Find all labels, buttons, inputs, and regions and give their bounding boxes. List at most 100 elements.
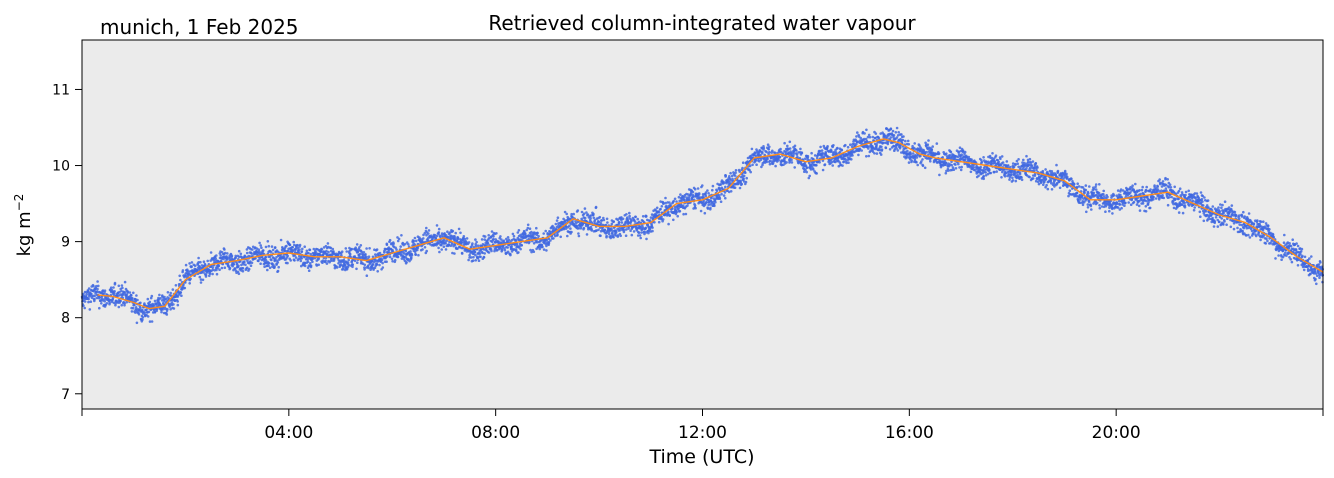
scatter-point	[514, 249, 518, 253]
scatter-point	[260, 246, 263, 249]
scatter-point	[96, 280, 99, 283]
scatter-point	[1118, 203, 1121, 206]
scatter-point	[355, 243, 359, 246]
scatter-point	[264, 255, 267, 259]
scatter-point	[779, 147, 782, 151]
scatter-point	[602, 216, 605, 220]
scatter-point	[1217, 206, 1220, 209]
scatter-point	[562, 217, 565, 221]
scatter-point	[1223, 200, 1227, 203]
scatter-point	[636, 217, 639, 221]
scatter-point	[317, 263, 321, 267]
scatter-point	[645, 237, 648, 241]
scatter-point	[1184, 190, 1188, 194]
scatter-point	[633, 220, 637, 223]
scatter-point	[113, 290, 116, 293]
scatter-point	[714, 200, 717, 204]
scatter-point	[303, 264, 307, 268]
scatter-point	[155, 309, 158, 313]
scatter-point	[204, 264, 207, 267]
scatter-point	[317, 257, 321, 260]
scatter-point	[783, 141, 786, 145]
scatter-point	[346, 261, 350, 264]
scatter-point	[1045, 183, 1048, 187]
scatter-point	[456, 247, 459, 250]
scatter-point	[707, 192, 710, 195]
scatter-point	[234, 256, 237, 259]
scatter-point	[1094, 188, 1098, 191]
scatter-point	[927, 139, 930, 142]
scatter-point	[599, 234, 602, 238]
scatter-point	[744, 180, 748, 184]
scatter-point	[611, 231, 614, 234]
scatter-point	[1030, 164, 1034, 167]
scatter-point	[703, 211, 707, 215]
scatter-point	[788, 147, 792, 150]
scatter-point	[463, 237, 467, 241]
scatter-point	[1127, 201, 1130, 204]
scatter-point	[1089, 204, 1093, 208]
scatter-point	[1092, 191, 1096, 195]
scatter-point	[888, 148, 892, 151]
scatter-point	[453, 237, 457, 240]
scatter-point	[239, 252, 243, 256]
scatter-point	[824, 151, 827, 154]
scatter-point	[153, 299, 157, 303]
scatter-point	[713, 204, 716, 208]
scatter-point	[1211, 205, 1215, 208]
scatter-point	[258, 241, 261, 245]
scatter-point	[300, 257, 304, 260]
scatter-point	[93, 294, 96, 298]
scatter-point	[262, 249, 265, 252]
scatter-point	[267, 264, 270, 268]
scatter-point	[857, 153, 860, 157]
scatter-point	[625, 213, 628, 216]
scatter-point	[257, 250, 261, 253]
scatter-point	[1201, 200, 1204, 203]
scatter-point	[1259, 238, 1262, 242]
scatter-point	[1111, 212, 1114, 215]
scatter-point	[1266, 224, 1270, 227]
scatter-point	[417, 253, 420, 257]
scatter-point	[937, 152, 941, 155]
scatter-point	[324, 259, 327, 262]
scatter-point	[427, 229, 431, 232]
scatter-point	[332, 259, 336, 262]
scatter-point	[1242, 226, 1246, 230]
scatter-point	[438, 250, 441, 254]
scatter-point	[414, 253, 418, 256]
scatter-point	[517, 251, 520, 254]
scatter-point	[863, 132, 866, 135]
scatter-point	[643, 232, 646, 236]
scatter-point	[354, 246, 358, 249]
scatter-point	[977, 174, 980, 178]
scatter-point	[298, 248, 301, 251]
scatter-point	[141, 308, 144, 312]
scatter-point	[1145, 189, 1148, 192]
scatter-point	[1049, 178, 1053, 182]
scatter-point	[266, 268, 269, 272]
scatter-point	[583, 216, 587, 220]
scatter-point	[935, 142, 939, 145]
scatter-point	[176, 295, 180, 298]
scatter-point	[777, 159, 780, 162]
scatter-point	[440, 248, 444, 251]
scatter-point	[637, 231, 641, 234]
scatter-point	[842, 160, 845, 163]
scatter-point	[634, 215, 637, 219]
scatter-point	[264, 258, 268, 262]
scatter-point	[481, 251, 484, 255]
scatter-point	[1102, 193, 1105, 196]
scatter-point	[193, 264, 197, 268]
scatter-point	[667, 210, 670, 214]
scatter-point	[805, 170, 808, 174]
scatter-point	[610, 229, 614, 232]
scatter-point	[487, 251, 491, 254]
scatter-point	[1086, 203, 1090, 206]
scatter-point	[737, 182, 740, 186]
scatter-point	[1087, 192, 1090, 195]
scatter-point	[223, 251, 227, 255]
scatter-point	[1018, 172, 1022, 176]
scatter-point	[860, 149, 863, 152]
scatter-point	[1192, 208, 1196, 212]
